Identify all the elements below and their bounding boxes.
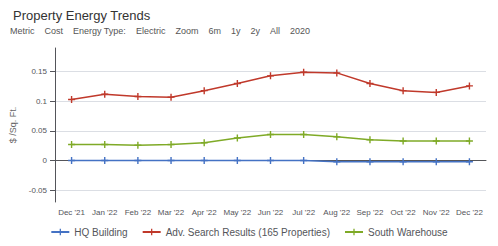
svg-text:Jun '22: Jun '22 (258, 208, 284, 217)
svg-text:0.15: 0.15 (31, 67, 47, 76)
svg-text:Feb '22: Feb '22 (125, 208, 152, 217)
svg-text:2y: 2y (251, 26, 261, 36)
svg-text:May '22: May '22 (223, 208, 251, 217)
svg-text:Dec '21: Dec '21 (58, 208, 85, 217)
svg-text:Property Energy Trends: Property Energy Trends (13, 8, 151, 23)
svg-text:Mar '22: Mar '22 (158, 208, 185, 217)
svg-text:Adv. Search Results (165 Prope: Adv. Search Results (165 Properties) (166, 227, 330, 238)
svg-text:All: All (270, 26, 280, 36)
svg-text:Cost: Cost (44, 26, 63, 36)
svg-text:Electric: Electric (136, 26, 166, 36)
svg-text:Zoom: Zoom (176, 26, 199, 36)
svg-text:0.1: 0.1 (36, 97, 48, 106)
svg-text:0.05: 0.05 (31, 126, 47, 135)
svg-text:Energy Type:: Energy Type: (73, 26, 126, 36)
svg-text:HQ Building: HQ Building (74, 227, 127, 238)
svg-text:2020: 2020 (290, 26, 310, 36)
svg-text:0: 0 (43, 156, 48, 165)
svg-text:6m: 6m (209, 26, 222, 36)
svg-text:South Warehouse: South Warehouse (368, 227, 448, 238)
svg-text:Jul '22: Jul '22 (292, 208, 315, 217)
svg-text:Dec '22: Dec '22 (456, 208, 483, 217)
svg-text:Sep '22: Sep '22 (357, 208, 384, 217)
svg-text:Aug '22: Aug '22 (323, 208, 350, 217)
svg-text:Oct '22: Oct '22 (391, 208, 417, 217)
svg-text:Metric: Metric (10, 26, 35, 36)
svg-text:$ /Sq. Ft.: $ /Sq. Ft. (8, 107, 18, 144)
svg-text:-0.05: -0.05 (29, 186, 48, 195)
svg-text:Nov '22: Nov '22 (423, 208, 450, 217)
svg-text:Jan '22: Jan '22 (92, 208, 118, 217)
svg-text:Apr '22: Apr '22 (192, 208, 218, 217)
svg-text:1y: 1y (231, 26, 241, 36)
